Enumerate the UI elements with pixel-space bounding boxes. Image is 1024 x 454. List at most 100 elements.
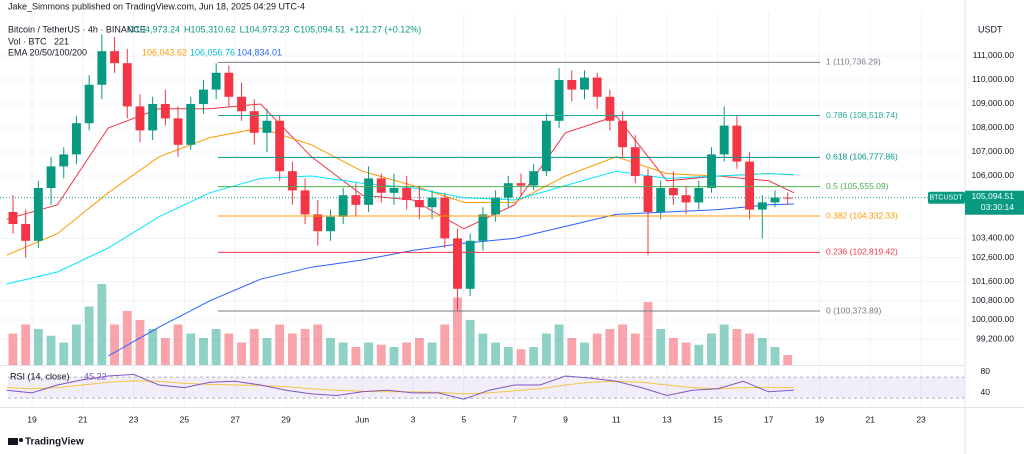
- x-tick-label: 27: [230, 414, 240, 424]
- x-tick-label: 15: [713, 414, 723, 424]
- volume-bar: [694, 344, 704, 365]
- rsi-value: 45.22: [84, 371, 107, 381]
- price-badge: [965, 190, 1024, 215]
- volume-bar: [262, 338, 272, 365]
- candle-body: [97, 51, 107, 85]
- candle-body: [84, 84, 94, 124]
- volume-bar: [554, 324, 564, 365]
- rsi-label: RSI (14, close): [10, 371, 70, 381]
- candle-body: [668, 187, 678, 196]
- volume-bar: [97, 284, 107, 365]
- candle-body: [110, 51, 120, 64]
- volume-bar: [414, 338, 424, 365]
- candle-body: [135, 106, 145, 131]
- volume-bar: [376, 344, 386, 365]
- fib-label: 0.786 (108,518.74): [826, 110, 898, 120]
- volume-bar: [465, 320, 475, 365]
- volume-bar: [757, 338, 767, 365]
- ema-line: [6, 170, 795, 285]
- x-tick-label: 5: [461, 414, 466, 424]
- y-tick-label: 99,200.00: [976, 333, 1014, 343]
- candle-body: [262, 120, 272, 133]
- volume-bar: [783, 355, 793, 365]
- x-tick-label: 23: [129, 414, 139, 424]
- quote-value: O104,973.24: [128, 24, 180, 34]
- candle-body: [364, 178, 374, 205]
- candle-body: [211, 72, 221, 90]
- volume-bar: [313, 324, 323, 365]
- volume-bar: [21, 324, 31, 365]
- volume-bar: [122, 311, 132, 365]
- candle-body: [59, 154, 69, 167]
- candle-body: [199, 89, 208, 104]
- price-badge-label: 105,094.51: [971, 191, 1014, 201]
- price-pane: [0, 34, 965, 365]
- volume-bar: [681, 342, 691, 365]
- x-tick-label: 11: [612, 414, 621, 424]
- volume-bar: [199, 338, 208, 365]
- volume-bar: [567, 338, 577, 365]
- y-tick-label: 100,800.00: [971, 295, 1014, 305]
- candle-body: [376, 178, 386, 193]
- candle-body: [8, 211, 18, 224]
- volume-bar: [72, 324, 81, 365]
- candle-body: [757, 202, 767, 210]
- volume-bar: [453, 297, 462, 365]
- candle-body: [148, 103, 158, 131]
- volume-bar: [364, 342, 374, 365]
- candle-body: [719, 125, 729, 155]
- rsi-pane: [6, 373, 965, 400]
- volume-bar: [59, 342, 69, 365]
- fib-label: 0 (100,373.89): [826, 305, 881, 315]
- rsi-line: [6, 373, 795, 400]
- candle-body: [440, 197, 450, 239]
- x-tick-label: 21: [78, 414, 88, 424]
- volume-bar: [592, 333, 602, 365]
- volume-bar: [300, 329, 310, 365]
- y-tick-label: 102,600.00: [971, 252, 1014, 262]
- candle-body: [313, 214, 323, 232]
- candle-body: [33, 187, 43, 241]
- x-tick-label: 13: [662, 414, 672, 424]
- y-tick-label: 103,400.00: [971, 233, 1014, 243]
- y-tick-label: 108,000.00: [971, 122, 1014, 132]
- quote-value: C105,094.51: [294, 24, 346, 34]
- candle-body: [402, 187, 412, 200]
- volume-bar: [630, 333, 640, 365]
- volume-bar: [605, 329, 615, 365]
- volume-bar: [84, 306, 94, 365]
- y-tick-label: 109,000.00: [971, 98, 1014, 108]
- candle-body: [338, 195, 348, 217]
- volume-bar: [160, 338, 170, 365]
- symbol: Bitcoin / TetherUS · 4h · BINANCE: [8, 24, 146, 34]
- candle-body: [783, 197, 793, 199]
- y-tick-label: 106,000.00: [971, 170, 1014, 180]
- volume-value: 221: [54, 36, 69, 46]
- candle-body: [503, 183, 513, 198]
- volume-bar: [402, 342, 412, 365]
- candle-body: [681, 195, 691, 203]
- volume-bar: [148, 329, 158, 365]
- candle-body: [224, 72, 234, 97]
- candle-body: [618, 120, 628, 148]
- countdown: 03:30:14: [981, 202, 1014, 212]
- symbol-badge: [928, 191, 965, 204]
- x-tick-label: 21: [866, 414, 876, 424]
- ema-label: EMA 20/50/100/200: [8, 47, 87, 57]
- volume-bar: [46, 335, 56, 365]
- currency: USDT: [978, 24, 1003, 34]
- x-tick-label: Jun: [355, 414, 369, 424]
- volume-bar: [478, 333, 488, 365]
- x-tick-label: 19: [815, 414, 825, 424]
- x-tick-label: 3: [411, 414, 416, 424]
- rsi-tick-label: 40: [981, 387, 991, 397]
- candle-body: [160, 103, 170, 119]
- x-tick-label: 23: [916, 414, 926, 424]
- ema-line: [107, 203, 795, 357]
- volume-bar: [643, 302, 653, 365]
- candle-body: [389, 187, 399, 193]
- candle-body: [173, 118, 183, 145]
- volume-bar: [491, 342, 501, 365]
- fib-label: 0.618 (106,777.86): [826, 152, 898, 162]
- candle-body: [732, 125, 742, 162]
